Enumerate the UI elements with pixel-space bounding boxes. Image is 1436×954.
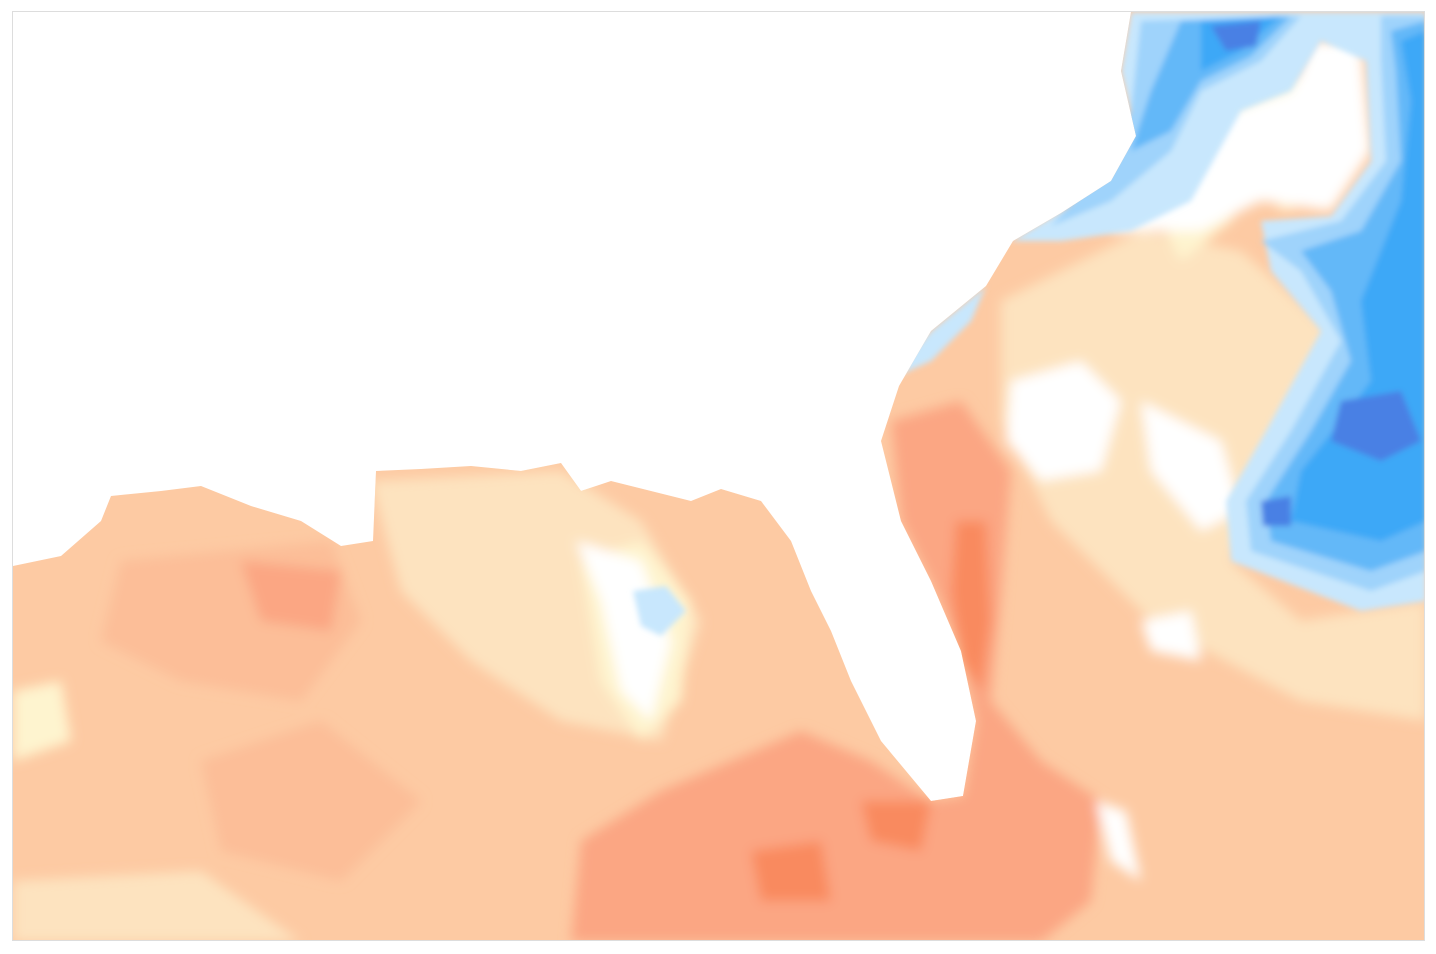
ocean-layer [13, 12, 1424, 940]
deep-warm-region [751, 521, 991, 901]
neutral-region [576, 41, 1371, 881]
cool-deep-region [1211, 21, 1421, 526]
map-frame[interactable] [12, 11, 1425, 941]
contour-map[interactable] [13, 12, 1425, 941]
mid-warm-region [101, 541, 421, 881]
